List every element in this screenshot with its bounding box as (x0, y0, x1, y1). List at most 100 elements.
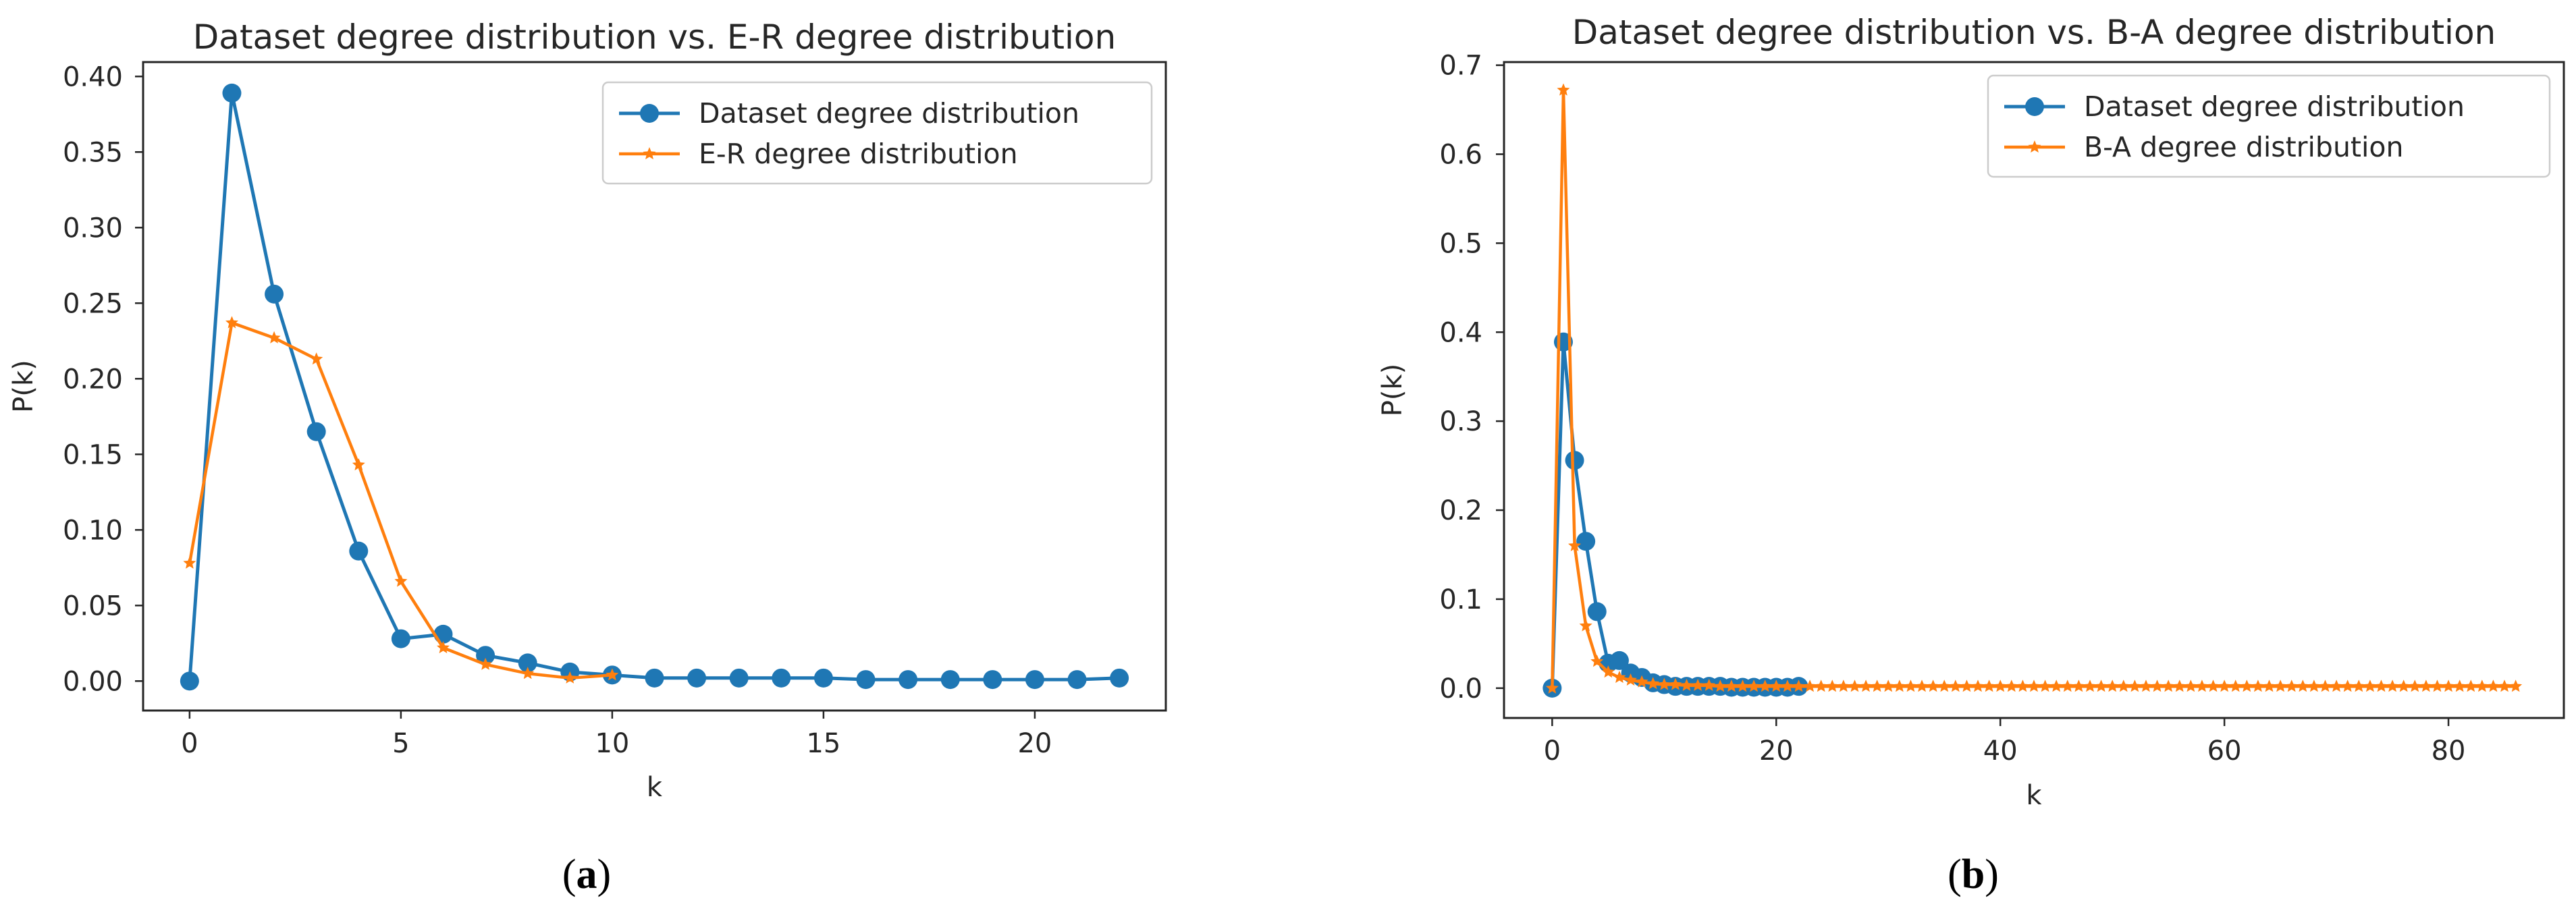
chart-2-series-2-point (2464, 680, 2477, 692)
chart-2-series-2-point (1691, 678, 1705, 691)
chart-2-series-2-point (2498, 680, 2511, 692)
chart-1-series-2-point (310, 352, 323, 365)
chart-1-series-1 (180, 83, 1129, 691)
chart-2-series-2-point (2207, 680, 2220, 692)
chart-2-series-2-point (2195, 680, 2209, 692)
chart-2-series-2-point (1736, 680, 1749, 692)
chart-2-series-2-point (2016, 680, 2029, 692)
chart-2-series-2-point (2475, 680, 2489, 692)
chart-2-series-2-point (2397, 680, 2411, 692)
chart-2-series-2-point (1803, 680, 1817, 692)
chart-2-series-1-point (1576, 532, 1596, 551)
chart-2-series-1-point (1587, 602, 1607, 621)
chart-2-series-2-point (2263, 680, 2276, 692)
chart-2-series-2 (1545, 83, 2523, 694)
chart-2-legend-marker-2 (2028, 140, 2041, 153)
chart-1-series-2-point (606, 668, 619, 681)
chart-2-series-2-point (1904, 680, 1917, 692)
chart-2-axes-frame (1503, 61, 2565, 719)
chart-2-series-2-line (1551, 88, 2516, 688)
chart-2-series-2-point (1781, 680, 1794, 692)
chart-2-series-2-point (2218, 680, 2231, 692)
chart-1-series-1-point (687, 668, 707, 688)
chart-2-ytick-label: 0.6 (1439, 140, 1482, 171)
chart-1-xtick-label: 5 (392, 728, 409, 759)
chart-2-series-1 (1542, 332, 1808, 698)
chart-2-series-2-point (2173, 680, 2186, 692)
chart-2-ylabel: P(k) (1377, 364, 1408, 417)
chart-2-series-2-point (2105, 680, 2119, 692)
chart-2-series-2-point (1881, 680, 1895, 692)
chart-2-series-2-point (2442, 680, 2455, 692)
chart-2-series-2-point (1725, 680, 1738, 692)
chart-1-series-1-point (940, 670, 960, 690)
chart-1-ytick-label: 0.35 (63, 137, 123, 168)
chart-2-series-2-point (1993, 680, 2007, 692)
chart-2-series-2-point (1669, 677, 1682, 690)
chart-2-xtick-label: 60 (2207, 736, 2242, 767)
chart-1-series-2-point (352, 458, 365, 471)
chart-1-series-1-point (772, 668, 791, 688)
chart-1-series-2-point (394, 574, 408, 587)
chart-2-series-2-point (1871, 680, 1884, 692)
chart-2-series-2-point (1971, 680, 1985, 692)
chart-1-series-1-point (518, 653, 537, 673)
chart-2-series-2-point (1613, 671, 1626, 684)
chart-1-series-2-point (521, 667, 535, 680)
chart-1-xtick-label: 20 (1017, 728, 1052, 759)
chart-2-legend: Dataset degree distribution B-A degree di… (1987, 74, 2551, 178)
chart-2-series-2-point (1635, 675, 1648, 688)
chart-2-ytick-label: 0.2 (1439, 495, 1482, 526)
chart-2-series-2-point (2341, 680, 2355, 692)
chart-1-series-1-point (645, 668, 664, 688)
chart-2-series-2-point (2005, 680, 2018, 692)
chart-2-series-2-point (1937, 680, 1951, 692)
chart-2-legend-box (1987, 74, 2551, 178)
chart-2-series-2-point (1568, 538, 1582, 551)
chart-1-legend: Dataset degree distribution E-R degree di… (601, 81, 1153, 185)
chart-2-series-1-point (1609, 650, 1629, 670)
chart-2-series-2-point (1848, 680, 1861, 692)
chart-2-series-2-point (1792, 680, 1805, 692)
chart-1-series-1-point (1025, 670, 1044, 690)
chart-2: Dataset degree distribution vs. B-A degr… (1377, 13, 2565, 897)
chart-1-series-1-point (1110, 668, 1129, 688)
chart-1-series-2-point (225, 316, 238, 329)
chart-1-ytick-label: 0.10 (63, 515, 123, 546)
chart-2-series-2-point (2151, 680, 2164, 692)
chart-2-series-2-point (2386, 680, 2399, 692)
chart-2-legend-marker-1 (2025, 97, 2044, 116)
chart-2-series-2-point (2072, 680, 2085, 692)
chart-2-series-2-point (1915, 680, 1929, 692)
chart-2-series-2-point (1960, 680, 1973, 692)
chart-1-series-1-point (349, 541, 369, 561)
chart-1-ytick-label: 0.05 (63, 590, 123, 621)
chart-2-ytick-label: 0.3 (1439, 406, 1482, 437)
chart-2-series-2-point (1769, 680, 1783, 692)
chart-1-series-1-point (898, 670, 918, 690)
chart-2-series-2-point (1601, 665, 1615, 678)
chart-2-xtick-label: 20 (1759, 736, 1794, 767)
chart-2-series-2-point (1949, 680, 1962, 692)
chart-2-series-2-point (2162, 680, 2175, 692)
chart-2-series-2-point (2128, 680, 2141, 692)
chart-2-series-2-point (2375, 680, 2388, 692)
chart-2-series-2-point (1815, 680, 1828, 692)
chart-2-series-2-point (2408, 680, 2421, 692)
chart-2-series-2-point (1646, 677, 1660, 690)
chart-1-xlabel: k (647, 772, 663, 803)
chart-2-series-1-point (1565, 451, 1584, 470)
chart-1-series-2-line (188, 321, 613, 680)
chart-1-xtick-label: 0 (181, 728, 198, 759)
chart-1-xtick-label: 15 (806, 728, 840, 759)
chart-2-series-2-point (2251, 680, 2265, 692)
chart-2-ytick-label: 0.5 (1439, 228, 1482, 259)
chart-2-xlabel: k (2026, 780, 2042, 811)
chart-2-series-2-point (2285, 680, 2299, 692)
chart-2-series-2-point (1713, 680, 1727, 692)
chart-1-series-1-point (306, 422, 326, 441)
chart-1: Dataset degree distribution vs. E-R degr… (8, 18, 1167, 897)
chart-1-series-2-point (183, 556, 196, 569)
chart-2-series-2-point (2419, 680, 2433, 692)
chart-2-xtick-label: 40 (1983, 736, 2018, 767)
